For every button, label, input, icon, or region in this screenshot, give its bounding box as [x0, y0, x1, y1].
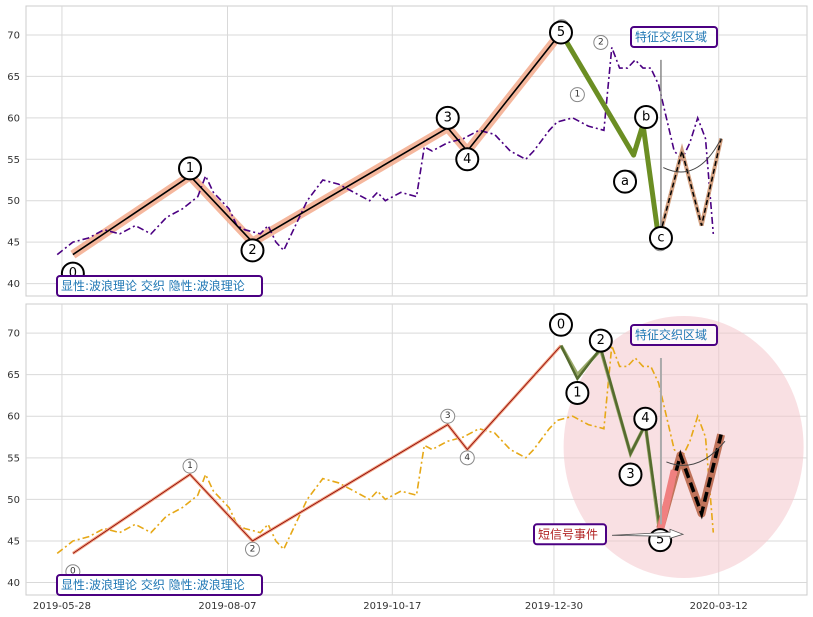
small-wave-label: 2 [250, 544, 256, 554]
y-tick-label: 60 [7, 113, 20, 124]
y-tick-label: 60 [7, 412, 20, 423]
small-wave-label: 2 [598, 37, 604, 47]
x-tick-label: 2020-03-12 [690, 601, 748, 612]
small-wave-label: 1 [187, 461, 193, 471]
red-signal-segment [656, 469, 678, 532]
panel-top: 4045505560657012340012345abc显性:波浪理论 交织 隐… [7, 5, 808, 297]
y-tick-label: 65 [7, 72, 20, 83]
region-label-box [630, 324, 718, 346]
wave-label: 4 [641, 411, 649, 426]
annotation-text: 显性:波浪理论 交织 隐性:波浪理论 [61, 278, 245, 293]
wave-label-circle [178, 156, 203, 181]
event-label-box [533, 523, 607, 546]
region-label-text: 特征交织区域 [635, 29, 707, 44]
y-tick-label: 50 [7, 495, 20, 506]
wave-label: b [642, 110, 650, 125]
small-wave-label-circle [459, 450, 475, 466]
wave-label-circle [240, 238, 265, 263]
wave-label-circle [633, 406, 658, 431]
wave-line [72, 345, 562, 554]
wave-label-circle [435, 105, 460, 130]
annotation-box [56, 275, 263, 297]
projection-curve [666, 440, 726, 466]
small-wave-label: 3 [445, 411, 451, 421]
inner-wave-line [559, 345, 662, 532]
region-label-box [630, 26, 718, 48]
wave-label: c [657, 231, 664, 246]
y-tick-label: 45 [7, 238, 20, 249]
y-tick-label: 55 [7, 453, 20, 464]
wave-label-circle [548, 20, 573, 45]
y-tick-label: 70 [7, 329, 20, 340]
projection-dashed-line [659, 138, 722, 235]
wave-label-circle [548, 312, 573, 337]
annotation-box [56, 574, 263, 596]
correction-wave-line [558, 31, 662, 239]
wave-label: 3 [444, 110, 452, 125]
small-wave-label-circle [244, 541, 260, 557]
y-tick-label: 65 [7, 370, 20, 381]
wave-label: 3 [626, 467, 634, 482]
wave-label-circle [613, 169, 638, 194]
wave-label: 5 [656, 533, 664, 548]
x-tick-label: 2019-05-28 [33, 601, 91, 612]
wave-label: 0 [557, 317, 565, 332]
price-series-line [56, 47, 715, 256]
wave-label: 5 [557, 25, 565, 40]
event-label-text: 短信号事件 [538, 527, 598, 541]
wave-label: 1 [186, 161, 194, 176]
wave-label: 2 [597, 333, 605, 348]
y-tick-label: 45 [7, 536, 20, 547]
y-tick-label: 40 [7, 578, 20, 589]
event-arrow [611, 528, 685, 539]
small-wave-label-circle [440, 408, 456, 424]
small-wave-label: 0 [70, 567, 76, 577]
wave-label: 0 [69, 266, 77, 281]
y-tick-label: 40 [7, 279, 20, 290]
wave-label-circle [634, 105, 659, 130]
small-wave-label-circle [593, 34, 609, 50]
projection-curve [663, 138, 722, 173]
wave-label-circle [618, 462, 643, 487]
wave-label: a [621, 174, 629, 189]
wave-label: 1 [573, 385, 581, 400]
signal-region-ellipse [563, 316, 804, 579]
wave-label-circle [455, 147, 480, 172]
x-tick-label: 2019-12-30 [525, 601, 583, 612]
small-wave-label-circle [569, 87, 585, 103]
wave-label: 4 [463, 152, 471, 167]
small-wave-label-circle [182, 458, 198, 474]
wave-label-circle [588, 328, 613, 353]
wave-label-circle [565, 380, 590, 405]
wave-label-circle [648, 226, 673, 250]
region-label-text: 特征交织区域 [635, 327, 707, 342]
small-wave-label: 1 [575, 90, 581, 100]
y-tick-label: 70 [7, 31, 20, 42]
wave-label: 2 [248, 243, 256, 258]
x-tick-label: 2019-10-17 [363, 601, 421, 612]
y-tick-label: 50 [7, 196, 20, 207]
x-tick-label: 2019-08-07 [198, 601, 256, 612]
wave-line [72, 32, 562, 256]
annotation-text: 显性:波浪理论 交织 隐性:波浪理论 [61, 577, 245, 592]
small-wave-label: 4 [464, 453, 470, 463]
y-tick-label: 55 [7, 155, 20, 166]
